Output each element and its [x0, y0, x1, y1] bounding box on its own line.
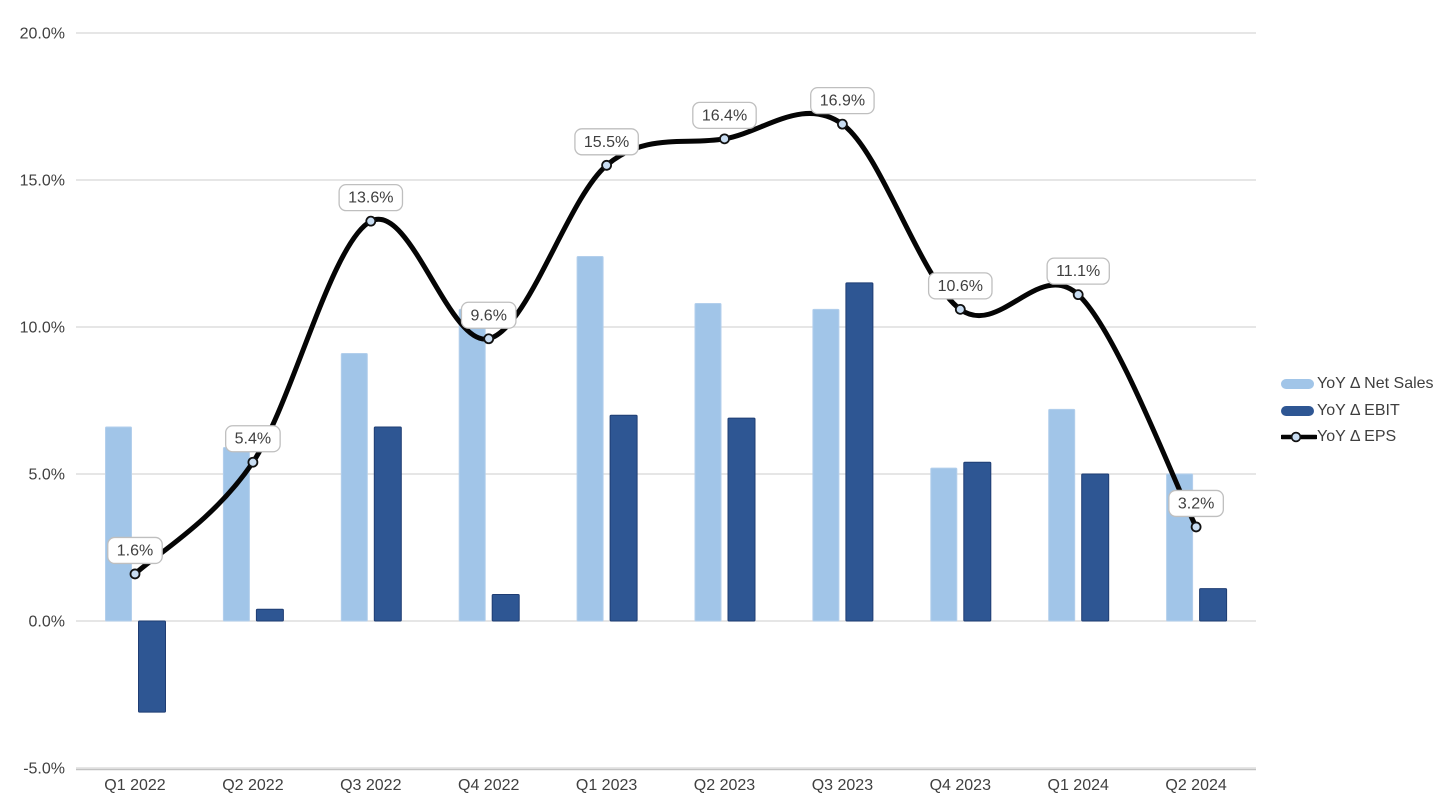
- eps-data-label-5: 16.4%: [692, 101, 757, 129]
- y-axis-tick-label: 5.0%: [29, 467, 65, 484]
- eps-line: [132, 110, 1199, 577]
- eps-marker-6: [837, 118, 848, 130]
- x-axis-tick-label: Q3 2022: [340, 777, 401, 794]
- x-axis-tick-label: Q2 2024: [1165, 777, 1226, 794]
- bar-net-sales-2: [340, 352, 368, 622]
- y-axis-tick-label: 0.0%: [29, 614, 65, 631]
- bar-net-sales-5: [694, 302, 722, 622]
- bar-ebit-8: [1081, 473, 1110, 622]
- ebit-swatch: [1281, 405, 1314, 416]
- y-axis-tick-label: 15.0%: [20, 173, 65, 190]
- legend-item-ebit: YoY Δ EBIT: [1281, 398, 1434, 425]
- x-axis-tick-label: Q4 2023: [930, 777, 991, 794]
- y-axis-tick-label: 20.0%: [20, 26, 65, 43]
- bar-ebit-4: [609, 414, 638, 622]
- bar-net-sales-3: [458, 308, 486, 622]
- bar-net-sales-8: [1048, 408, 1076, 622]
- eps-data-label-box: [692, 101, 757, 129]
- y-axis-tick-label: -5.0%: [23, 761, 65, 778]
- legend-label-ebit: YoY Δ EBIT: [1317, 401, 1400, 419]
- bar-ebit-1: [255, 608, 284, 622]
- eps-data-label-box: [338, 184, 404, 212]
- eps-data-label-6: 16.9%: [810, 86, 875, 115]
- bar-net-sales-7: [930, 467, 958, 622]
- x-axis-tick-label: Q4 2022: [458, 777, 519, 794]
- eps-marker-1: [247, 456, 259, 468]
- bar-ebit-7: [963, 461, 992, 622]
- eps-data-label-box: [460, 301, 517, 329]
- x-axis-tick-label: Q2 2023: [694, 777, 755, 794]
- eps-line-swatch: [1281, 431, 1317, 443]
- eps-data-label-3: 9.6%: [460, 301, 517, 329]
- eps-data-label-text: 9.6%: [470, 307, 506, 324]
- bar-ebit-6: [845, 282, 874, 622]
- eps-data-label-4: 15.5%: [574, 128, 639, 156]
- bar-ebit-0: [138, 620, 166, 713]
- legend-label-eps: YoY Δ EPS: [1317, 428, 1397, 446]
- eps-data-label-9: 3.2%: [1168, 489, 1224, 518]
- legend-label-net-sales: YoY Δ Net Sales: [1317, 375, 1434, 393]
- x-axis-tick-label: Q1 2023: [576, 777, 637, 794]
- eps-data-label-box: [1046, 257, 1110, 285]
- net-sales-swatch: [1281, 379, 1314, 390]
- bar-ebit-2: [373, 426, 402, 622]
- bar-net-sales-4: [576, 255, 604, 622]
- eps-marker-9: [1190, 521, 1202, 533]
- eps-data-label-box: [1168, 489, 1224, 518]
- eps-data-label-text: 5.4%: [235, 431, 271, 448]
- legend-item-eps: YoY Δ EPS: [1281, 424, 1434, 451]
- bar-net-sales-0: [105, 426, 132, 622]
- eps-marker-0: [129, 568, 141, 580]
- legend-item-net-sales: YoY Δ Net Sales: [1281, 371, 1434, 398]
- eps-marker-4: [601, 159, 612, 171]
- bar-net-sales-6: [812, 308, 840, 622]
- eps-data-label-box: [107, 536, 163, 565]
- eps-data-label-text: 11.1%: [1056, 263, 1100, 280]
- eps-data-label-8: 11.1%: [1046, 257, 1110, 285]
- bar-ebit-3: [491, 594, 520, 622]
- eps-data-label-2: 13.6%: [338, 184, 404, 212]
- bar-ebit-5: [727, 417, 756, 622]
- eps-data-label-text: 16.9%: [820, 93, 865, 110]
- eps-marker-3: [483, 333, 495, 345]
- x-axis-tick-label: Q3 2023: [812, 777, 873, 794]
- eps-data-label-box: [574, 128, 639, 156]
- eps-data-label-box: [810, 86, 875, 115]
- eps-data-label-7: 10.6%: [927, 272, 993, 300]
- eps-data-label-text: 1.6%: [117, 542, 153, 559]
- eps-data-label-box: [225, 425, 281, 453]
- x-axis-tick-label: Q1 2022: [104, 777, 165, 794]
- eps-data-label-0: 1.6%: [107, 536, 163, 565]
- y-axis-tick-label: 10.0%: [20, 320, 65, 337]
- eps-marker-5: [719, 133, 730, 145]
- eps-data-label-text: 13.6%: [348, 190, 393, 207]
- eps-data-label-box: [927, 272, 993, 300]
- eps-data-label-1: 5.4%: [225, 425, 281, 453]
- legend: YoY Δ Net Sales YoY Δ EBIT YoY Δ EPS: [1281, 371, 1434, 451]
- eps-data-label-text: 15.5%: [584, 134, 629, 151]
- x-axis-tick-label: Q2 2022: [222, 777, 283, 794]
- eps-marker-8: [1072, 289, 1084, 301]
- eps-marker-2: [365, 215, 377, 227]
- bar-ebit-9: [1199, 588, 1228, 622]
- eps-data-label-text: 10.6%: [938, 278, 983, 295]
- eps-data-label-text: 3.2%: [1178, 495, 1214, 512]
- eps-marker-7: [954, 303, 966, 315]
- x-axis-tick-label: Q1 2024: [1048, 777, 1109, 794]
- eps-data-label-text: 16.4%: [702, 107, 747, 124]
